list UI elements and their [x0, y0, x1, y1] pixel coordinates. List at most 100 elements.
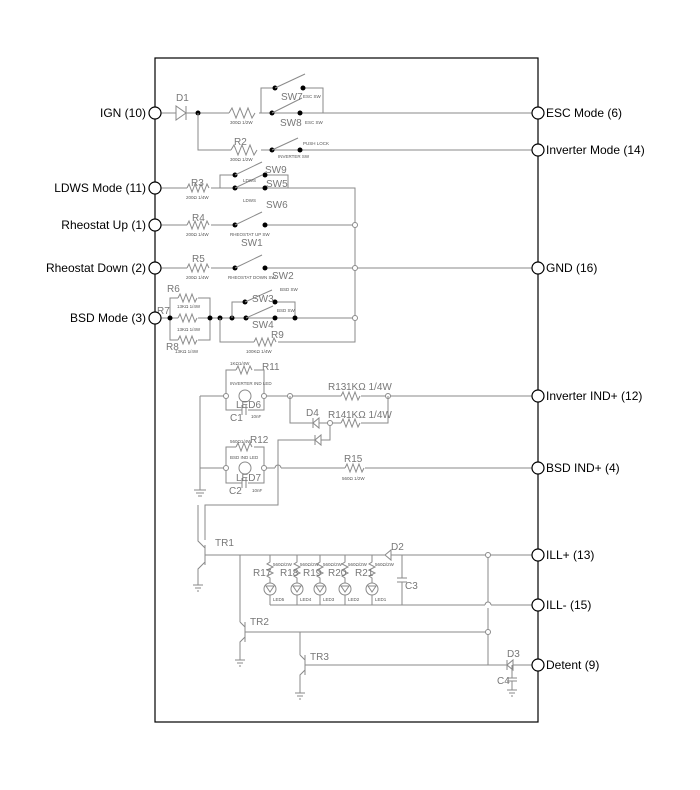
label-r19: R19 [303, 568, 322, 579]
led-icon [365, 582, 379, 596]
label-r3: R3 [191, 178, 204, 189]
terminal-pin[interactable] [148, 261, 162, 275]
label-led7: LED7 [236, 473, 261, 484]
terminal-pin[interactable] [148, 106, 162, 120]
terminal-pin[interactable] [148, 218, 162, 232]
led-diode-icon [315, 585, 325, 593]
led-diode-icon [265, 585, 275, 593]
label-tr1: TR1 [215, 538, 234, 549]
led-diode-icon [292, 585, 302, 593]
terminal-pin[interactable] [531, 658, 545, 672]
value-r15: 560Ω 1/2W [342, 476, 365, 481]
label-bsd-sw-3: BSD SW [280, 287, 299, 292]
label-c2: C2 [229, 486, 242, 497]
led-diode-icon [340, 585, 350, 593]
led-icon [338, 582, 352, 596]
led-icon [263, 582, 277, 596]
terminal-label: Inverter IND+ (12) [546, 389, 642, 403]
value-r12: 560Ω1/4W [230, 439, 252, 444]
bsd-circuit: R6 13KΩ 1/4W R7 13KΩ 1/4W R8 13KΩ 1/4W B… [157, 284, 358, 354]
resistor-r17 [265, 555, 275, 605]
label-sw6: SW6 [266, 200, 288, 211]
label-ldws-9: LDWS [243, 178, 256, 183]
label-r21: R21 [355, 568, 374, 579]
terminal-pin[interactable] [531, 548, 545, 562]
terminal-pin[interactable] [148, 311, 162, 325]
terminal-pin[interactable] [531, 461, 545, 475]
label-r8: R8 [166, 342, 179, 353]
label-bsd-sw-4: BSD SW [277, 308, 296, 313]
label-sw5: SW5 [266, 179, 288, 190]
terminal-pin[interactable] [531, 389, 545, 403]
value-r6: 13KΩ 1/4W [177, 304, 201, 309]
label-r13: R13 [328, 382, 347, 393]
label-led: LED1 [375, 597, 387, 602]
label-sw1: SW1 [241, 238, 263, 249]
resistor-r19 [315, 555, 325, 605]
label-inv-led: INVERTER IND LED [230, 381, 272, 386]
label-c1: C1 [230, 413, 243, 424]
label-r11: R11 [262, 362, 280, 373]
label-led: LED4 [300, 597, 312, 602]
terminal-label: IGN (10) [100, 106, 146, 120]
value-r14: 1KΩ 1/4W [346, 410, 392, 421]
value-r7: 13KΩ 1/4W [177, 327, 201, 332]
terminal-pin[interactable] [531, 106, 545, 120]
terminal-pin[interactable] [531, 261, 545, 275]
label-tr3: TR3 [310, 652, 329, 663]
terminal-label: Detent (9) [546, 658, 599, 672]
label-sw8: SW8 [280, 118, 302, 129]
terminal-label: Inverter Mode (14) [546, 143, 645, 157]
label-sw4: SW4 [252, 320, 274, 331]
label-r9: R9 [271, 330, 284, 341]
label-d4: D4 [306, 408, 319, 419]
label-r15: R15 [344, 454, 363, 465]
label-push-lock: PUSH LOCK [303, 141, 329, 146]
value-led-resistor: 560Ω/2W [300, 562, 320, 567]
label-led: LED3 [323, 597, 335, 602]
label-inverter-sw: INVERTER SW [278, 154, 310, 159]
label-rheo-up: RHEOSTAT UP SW [230, 232, 270, 237]
terminal-label: BSD IND+ (4) [546, 461, 620, 475]
terminal-pin[interactable] [148, 181, 162, 195]
label-r20: R20 [328, 568, 347, 579]
led-icon [290, 582, 304, 596]
value-r3: 200Ω 1/4W [186, 195, 209, 200]
label-r18: R18 [280, 568, 299, 579]
terminal-label: BSD Mode (3) [70, 311, 146, 325]
value-r2: 300Ω 1/2W [230, 157, 253, 162]
terminals: IGN (10) LDWS Mode (11) Rheostat Up (1) Rhe… [46, 106, 645, 672]
label-bsd-led: BSD IND LED [230, 455, 259, 460]
label-r2: R2 [234, 137, 247, 148]
illumination-circuit: TR1 TR2 TR3 D2 C3 D3 C4 R17560Ω/2WLED5R1… [193, 505, 538, 700]
label-r4: R4 [192, 213, 205, 224]
label-sw7: SW7 [281, 92, 303, 103]
label-led: LED2 [348, 597, 360, 602]
label-r6: R6 [167, 284, 180, 295]
label-sw9: SW9 [265, 165, 287, 176]
terminal-label: LDWS Mode (11) [54, 181, 146, 195]
label-d2: D2 [391, 542, 404, 553]
label-c4: C4 [497, 676, 510, 687]
label-d1: D1 [176, 93, 189, 104]
label-rheo-down: RHEOSTAT DOWN SW [228, 275, 277, 280]
terminal-label: Rheostat Down (2) [46, 261, 146, 275]
label-led: LED5 [273, 597, 285, 602]
terminal-pin[interactable] [531, 143, 545, 157]
label-sw2: SW2 [272, 271, 294, 282]
terminal-pin[interactable] [531, 598, 545, 612]
value-c2: 10nF [252, 488, 263, 493]
value-r13: 1KΩ 1/4W [346, 382, 392, 393]
label-led6: LED6 [236, 400, 261, 411]
label-r5: R5 [192, 254, 205, 265]
value-led-resistor: 560Ω/2W [273, 562, 293, 567]
terminal-label: ILL+ (13) [546, 548, 594, 562]
terminal-label: ESC Mode (6) [546, 106, 622, 120]
mode-switch-circuit: R3 200Ω 1/4W LDWS SW9 SW5 LDWS SW6 R4 20… [161, 161, 538, 318]
value-c1: 10nF [251, 414, 262, 419]
label-tr2: TR2 [250, 617, 269, 628]
